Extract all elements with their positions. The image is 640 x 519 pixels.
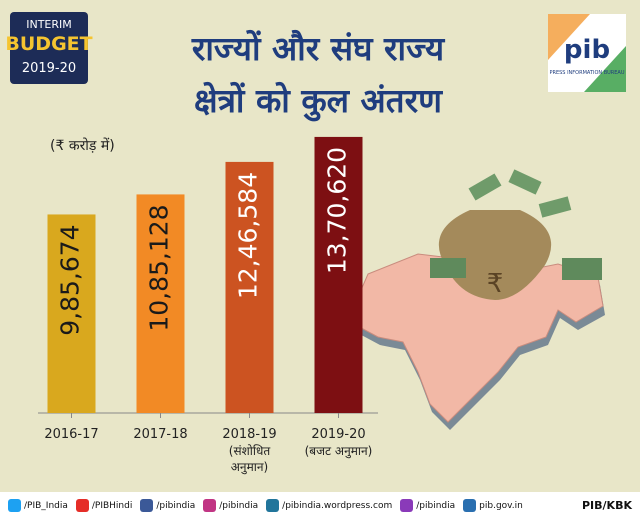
handle-text: /PIBHindi [91, 500, 133, 511]
social-icon [75, 499, 89, 512]
handle-text: /pibindia [156, 500, 196, 511]
bar [314, 136, 363, 413]
footer-handle: /pibindia [203, 499, 258, 512]
logo-mark: pib [564, 35, 610, 65]
x-tick-label: 2017-18 [133, 427, 188, 442]
x-label: 2018-19 (संशोधित अनुमान) [205, 427, 295, 475]
social-icon [203, 499, 217, 512]
banknote [562, 258, 602, 280]
x-label: 2019-20 (बजट अनुमान) [294, 427, 384, 459]
badge-bg [10, 12, 88, 84]
banknote [508, 169, 542, 195]
x-tick-label: 2016-17 [44, 427, 99, 442]
badge-line: BUDGET [5, 33, 92, 55]
logo-caption: PRESS INFORMATION BUREAU [549, 70, 624, 76]
bar [47, 214, 96, 413]
footer: /PIB_India/PIBHindi/pibindia/pibindia/pi… [0, 492, 640, 519]
handle-text: /pibindia [219, 500, 259, 511]
unit-label: (₹ करोड़ में) [50, 137, 115, 154]
footer-handle: pib.gov.in [463, 499, 523, 512]
social-icon [266, 499, 280, 512]
x-tick-label: 2019-20 [311, 427, 366, 442]
banknote [430, 258, 466, 278]
x-label: 2016-17 [27, 427, 117, 443]
footer-handle: /pibindia [400, 499, 455, 512]
handle-text: pib.gov.in [479, 500, 523, 511]
bar [225, 161, 274, 413]
value-label: 12,46,584 [234, 172, 263, 299]
social-icon [8, 499, 21, 512]
social-icon [400, 499, 414, 512]
value-label: 13,70,620 [323, 147, 352, 274]
badge-line: INTERIM [26, 18, 72, 31]
badge-line: 2019-20 [22, 61, 76, 76]
handle-text: /PIB_India [24, 500, 68, 511]
value-label: 10,85,128 [145, 204, 174, 331]
logo-flag [584, 46, 626, 92]
footer-handle: /PIB_India [8, 499, 68, 512]
handle-text: /pibindia.wordpress.com [282, 500, 393, 511]
footer-credit: PIB/KBK [582, 499, 632, 512]
bar [136, 194, 185, 413]
chart-title: क्षेत्रों को कुल अंतरण [194, 81, 443, 122]
bag-symbol: ₹ [487, 269, 504, 299]
footer-handle: /pibindia [140, 499, 195, 512]
money-bag [438, 210, 552, 300]
social-icon [140, 499, 154, 512]
banknote [538, 196, 572, 218]
footer-handle: /pibindia.wordpress.com [266, 499, 392, 512]
x-label: 2017-18 [116, 427, 206, 443]
x-tick-label: 2018-19 [222, 427, 277, 442]
x-tick-note: (बजट अनुमान) [304, 444, 373, 458]
map-illustration: ₹ [349, 169, 605, 430]
handle-text: /pibindia [416, 500, 456, 511]
x-tick-note: (संशोधित अनुमान) [228, 444, 271, 474]
social-icon [463, 499, 477, 512]
value-label: 9,85,674 [56, 224, 85, 335]
logo-flag [548, 14, 590, 60]
banknote [468, 173, 502, 201]
chart-title: राज्यों और संघ राज्य [191, 29, 446, 68]
footer-handle: /PIBHindi [75, 499, 133, 512]
chart: INTERIM BUDGET 2019-20 राज्यों और संघ रा… [5, 12, 626, 430]
